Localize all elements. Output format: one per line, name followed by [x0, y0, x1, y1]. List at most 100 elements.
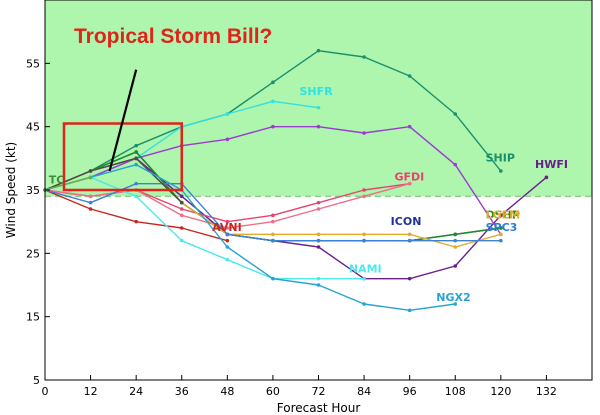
- background-layer: [45, 0, 592, 380]
- data-point: [88, 169, 93, 173]
- data-point: [362, 188, 366, 192]
- x-tick-label: 36: [175, 385, 189, 398]
- x-tick-label: 72: [312, 385, 326, 398]
- data-point: [453, 264, 458, 268]
- data-point: [316, 105, 321, 110]
- x-tick-label: 84: [357, 385, 371, 398]
- data-point: [134, 219, 138, 224]
- data-point: [134, 156, 138, 161]
- data-point: [407, 232, 412, 237]
- data-point: [362, 131, 366, 135]
- data-point: [362, 238, 366, 243]
- data-point: [271, 213, 275, 218]
- model-label-lgem: LGEM: [486, 209, 521, 222]
- y-axis-label: Wind Speed (kt): [4, 142, 18, 238]
- annotation-layer: Tropical Storm Bill?: [62, 25, 272, 192]
- data-point: [499, 232, 503, 237]
- model-label-shfr: SHFR: [300, 85, 334, 98]
- data-point: [316, 207, 321, 211]
- data-point: [362, 55, 366, 59]
- data-point: [134, 194, 138, 199]
- model-label-hwfi: HWFI: [535, 158, 568, 171]
- data-point: [453, 302, 458, 306]
- x-tick-label: 48: [220, 385, 234, 398]
- series-line-ngx2: [44, 163, 456, 312]
- data-point: [316, 232, 321, 237]
- data-point: [179, 238, 184, 243]
- data-point: [179, 226, 184, 230]
- model-label-avni: AVNI: [212, 221, 242, 234]
- data-point: [316, 124, 321, 129]
- x-tick-label: 96: [403, 385, 417, 398]
- data-point: [88, 175, 93, 180]
- annotation-arrow: [108, 69, 138, 172]
- data-point: [271, 276, 275, 281]
- data-point: [88, 207, 93, 211]
- data-point: [499, 226, 503, 230]
- data-point: [271, 232, 275, 237]
- data-point: [407, 124, 412, 129]
- data-point: [271, 124, 275, 129]
- data-point: [453, 238, 458, 243]
- data-point: [407, 74, 412, 78]
- data-point: [362, 232, 366, 237]
- data-point: [225, 219, 230, 224]
- data-point: [225, 137, 230, 142]
- data-point: [271, 238, 275, 243]
- data-point: [134, 150, 138, 154]
- data-point: [271, 99, 275, 104]
- model-label-spc3: SPC3: [486, 221, 518, 234]
- data-point: [407, 308, 412, 313]
- y-tick-label: 45: [26, 121, 40, 134]
- data-point: [225, 112, 230, 116]
- axis-layer: 0 12 24 36 48 60 72 84 96 108 120 132 5 15 25 35 45 55 For…: [4, 0, 593, 415]
- data-point: [179, 207, 184, 211]
- model-label-tc: TC: [49, 174, 65, 187]
- series-layer: [43, 48, 549, 313]
- x-tick-label: 120: [490, 385, 511, 398]
- data-point: [225, 238, 230, 243]
- annotation-title: Tropical Storm Bill?: [74, 25, 272, 48]
- x-tick-label: 60: [266, 385, 280, 398]
- data-point: [499, 238, 503, 243]
- data-point: [499, 213, 503, 218]
- data-point: [316, 48, 321, 53]
- data-point: [499, 169, 503, 173]
- y-tick-label: 25: [26, 247, 40, 260]
- data-point: [134, 162, 138, 167]
- data-point: [453, 245, 458, 249]
- data-point: [453, 232, 458, 237]
- model-label-icon: ICON: [391, 215, 422, 228]
- data-point: [407, 276, 412, 281]
- x-tick-label: 108: [445, 385, 466, 398]
- y-tick-label: 35: [26, 184, 40, 197]
- data-point: [179, 200, 184, 205]
- data-point: [544, 175, 549, 180]
- series-line-ofcl: [44, 157, 183, 204]
- data-point: [134, 143, 138, 148]
- model-label-nami: NAMI: [349, 262, 382, 275]
- y-tick-label: 5: [33, 374, 40, 387]
- data-point: [88, 200, 93, 205]
- data-point: [362, 276, 366, 281]
- data-point: [179, 194, 184, 199]
- data-point: [225, 232, 230, 237]
- model-label-ngx2: NGX2: [436, 291, 470, 304]
- data-point: [453, 162, 458, 167]
- x-tick-label: 24: [129, 385, 143, 398]
- data-point: [316, 200, 321, 205]
- y-tick-label: 55: [26, 57, 40, 70]
- series-line-nami: [44, 176, 365, 280]
- data-point: [316, 276, 321, 281]
- model-label-ship: SHIP: [486, 152, 515, 165]
- x-tick-label: 12: [84, 385, 98, 398]
- data-point: [316, 238, 321, 243]
- data-point: [271, 80, 275, 85]
- x-axis-label: Forecast Hour: [277, 401, 361, 415]
- data-point: [407, 238, 412, 243]
- data-point: [407, 181, 412, 186]
- data-point: [362, 302, 366, 306]
